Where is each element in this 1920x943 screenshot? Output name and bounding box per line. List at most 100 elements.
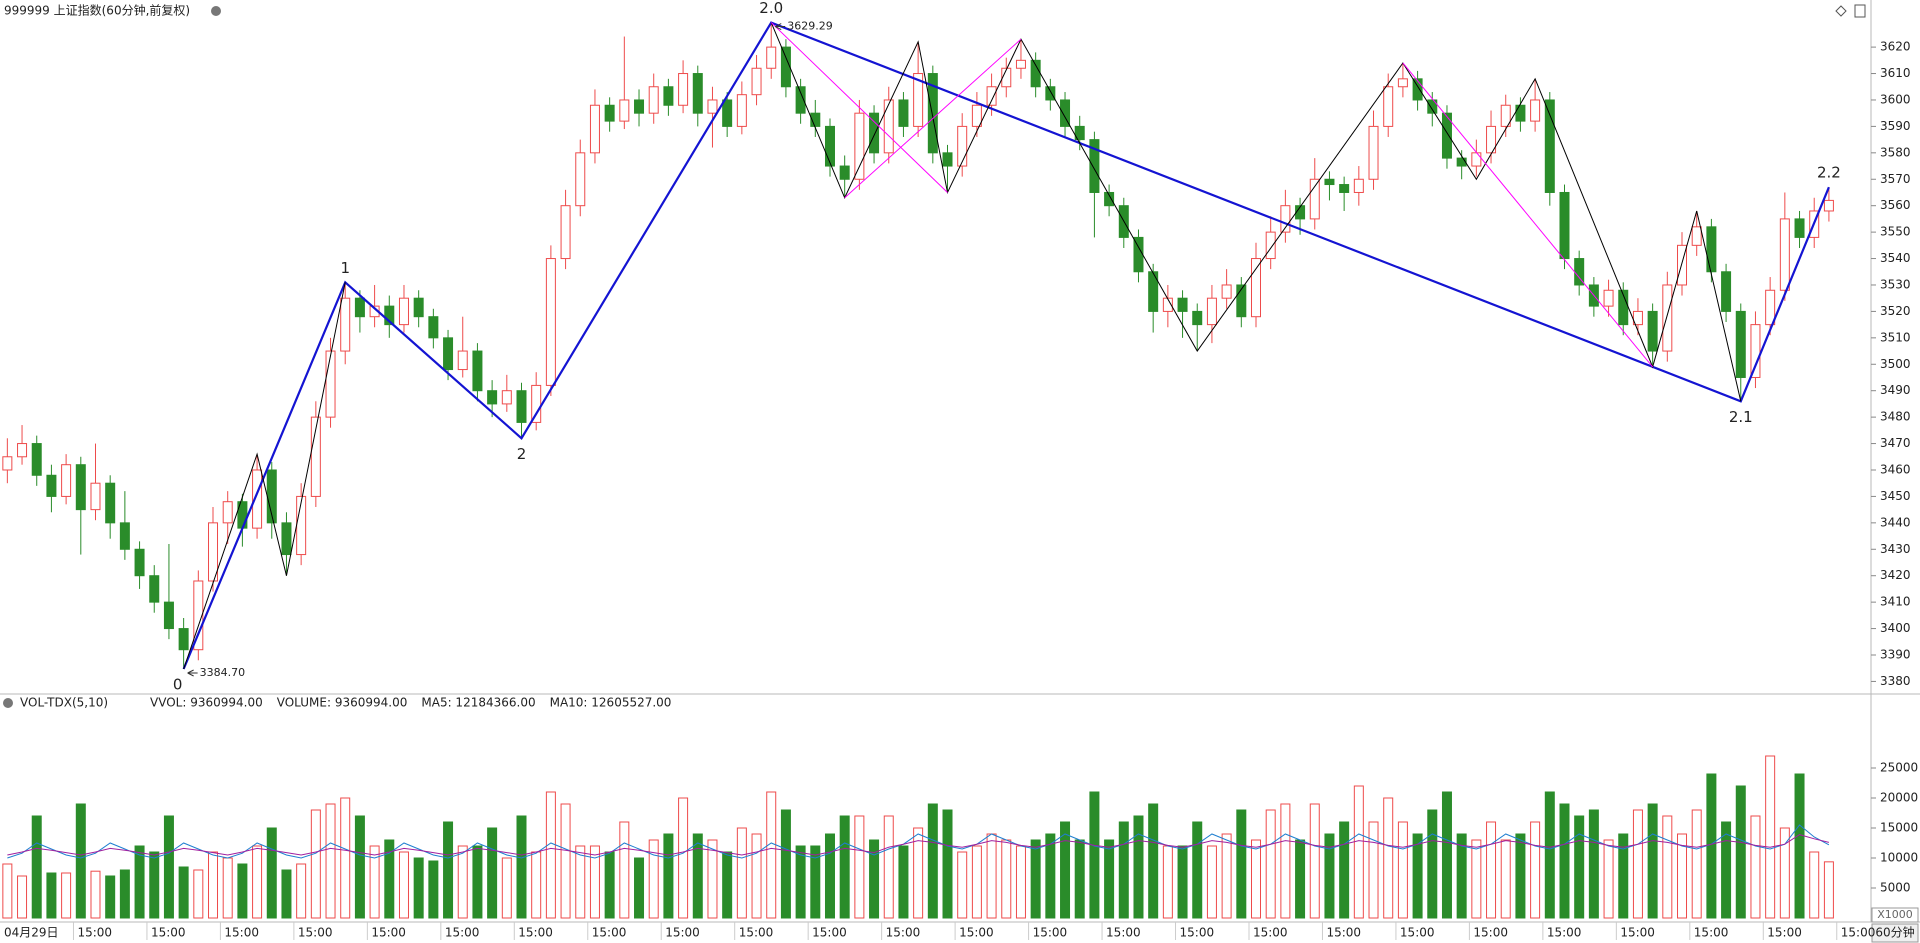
candle-body	[163, 601, 174, 630]
candle-body	[736, 94, 747, 127]
candle-body	[61, 464, 72, 497]
candle-body	[957, 125, 968, 167]
candle-body	[1265, 231, 1276, 260]
candle-body	[1383, 86, 1394, 127]
volume-bar	[1765, 755, 1776, 919]
volume-bar	[354, 815, 365, 919]
candle-body	[75, 464, 86, 511]
volume-bar	[310, 809, 321, 919]
candle-body	[1427, 99, 1438, 114]
volume-bar	[1559, 803, 1570, 919]
candle-body	[1368, 125, 1379, 180]
y-tick-label: 10000	[1880, 851, 1918, 865]
x-tick-label: 15:00	[592, 926, 627, 940]
x-tick-label: 15:00	[224, 926, 259, 940]
ma-line	[7, 824, 1830, 859]
y-tick-label: 3440	[1880, 515, 1911, 529]
candle-body	[1486, 125, 1497, 154]
volume-bar	[898, 845, 909, 919]
volume-bar	[1001, 839, 1012, 919]
y-tick-label: 3400	[1880, 621, 1911, 635]
y-tick-label: 3500	[1880, 357, 1911, 371]
period-label[interactable]: 60分钟	[1875, 925, 1914, 940]
volume-bar	[1221, 833, 1232, 919]
candle-body	[1706, 226, 1717, 273]
candle-body	[1251, 258, 1261, 318]
collapse-icon[interactable]	[3, 698, 13, 708]
volume-bar	[1721, 821, 1732, 919]
volume-bar	[208, 851, 219, 919]
volume-bar	[589, 845, 600, 919]
candle-body	[1515, 104, 1526, 122]
candle-body	[516, 390, 527, 423]
x-tick-label: 15:00	[298, 926, 333, 940]
candle-body	[1441, 112, 1452, 159]
volume-bar	[1412, 833, 1423, 919]
volume-bar	[736, 827, 747, 919]
volume-bar	[1177, 845, 1188, 919]
volume-bar	[105, 875, 116, 919]
volume-bar	[1632, 809, 1643, 919]
volume-bar	[869, 839, 880, 919]
y-tick-label: 3420	[1880, 568, 1911, 582]
candle-body	[90, 482, 101, 511]
x-tick-label: 04月29日	[4, 926, 59, 940]
volume-label: MA5: 12184366.00	[421, 696, 535, 710]
volume-bar	[428, 860, 439, 919]
chart-title: 999999 上证指数(60分钟,前复权)	[4, 3, 190, 18]
period-button[interactable]	[1871, 923, 1919, 943]
volume-bar	[927, 803, 938, 919]
volume-bar	[1383, 797, 1394, 919]
x-tick-label: 15:00	[959, 926, 994, 940]
volume-bar	[1647, 803, 1658, 919]
pivot-label: 0	[173, 676, 183, 694]
x-tick-label: 15:00	[1841, 926, 1876, 940]
zigzag-line	[770, 22, 948, 193]
zigzag-line	[1402, 62, 1654, 368]
panel-icon[interactable]	[1854, 4, 1866, 18]
candle-body	[1794, 218, 1805, 238]
y-tick-label: 3570	[1880, 172, 1911, 186]
x-tick-label: 15:00	[1106, 926, 1141, 940]
volume-label: VVOL: 9360994.00	[150, 696, 263, 710]
candle-body	[780, 46, 791, 88]
volume-bar	[1104, 839, 1115, 919]
candle-body	[178, 628, 189, 651]
annotation: 3629.29	[787, 20, 833, 33]
volume-bar	[839, 815, 850, 919]
volume-bar	[61, 872, 72, 919]
volume-bar	[1574, 815, 1585, 919]
candle-body	[1530, 99, 1541, 122]
candle-body	[619, 99, 630, 122]
diamond-icon[interactable]	[1835, 5, 1847, 17]
annotation-arrow	[187, 669, 198, 677]
volume-bar	[1441, 791, 1452, 919]
volume-bar	[986, 833, 997, 919]
volume-bar	[384, 839, 395, 919]
volume-bar	[678, 797, 689, 919]
volume-bar	[252, 845, 263, 919]
candle-body	[1662, 284, 1673, 352]
candle-body	[105, 482, 116, 524]
zigzag-line	[770, 22, 1742, 402]
candle-body	[1309, 178, 1320, 220]
volume-bar	[795, 845, 806, 919]
y-tick-label: 3530	[1880, 277, 1911, 291]
annotation: 3384.70	[200, 666, 246, 679]
x-tick-label: 15:00	[518, 926, 553, 940]
volume-bar	[1530, 821, 1541, 919]
candle-body	[1206, 297, 1217, 326]
candle-body	[134, 548, 145, 577]
volume-bar	[1353, 785, 1364, 919]
candle-body	[1104, 191, 1115, 207]
volume-bar	[1662, 815, 1673, 919]
menu-icon[interactable]	[211, 6, 221, 16]
volume-bar	[1265, 809, 1276, 919]
volume-bar	[90, 870, 101, 919]
candle-body	[898, 99, 909, 127]
volume-bar	[1074, 839, 1085, 919]
candle-body	[678, 73, 689, 106]
volume-bar	[487, 827, 498, 919]
candle-body	[398, 297, 409, 326]
volume-bar	[1500, 839, 1511, 919]
